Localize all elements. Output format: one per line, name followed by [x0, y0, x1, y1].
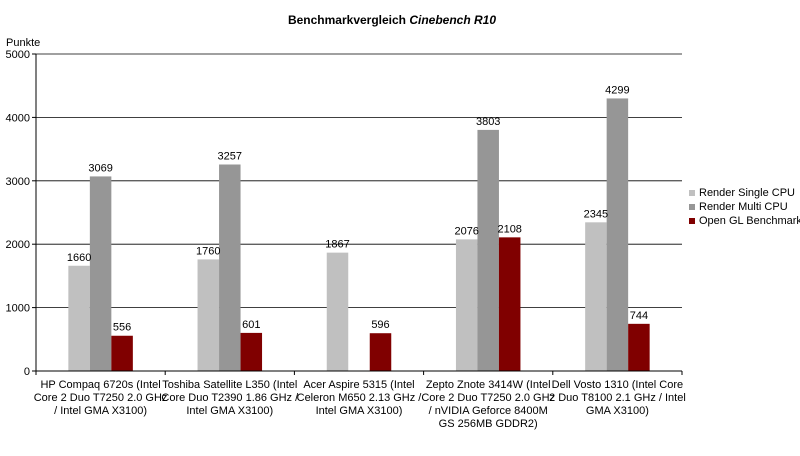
- bar: [197, 259, 220, 371]
- legend: Render Single CPU Render Multi CPU Open GL…: [689, 187, 800, 227]
- bar: [326, 252, 349, 371]
- legend-swatch: [689, 204, 695, 210]
- y-axis-label: Punkte: [6, 37, 40, 49]
- data-label: 1660: [67, 252, 91, 264]
- data-label: 3257: [218, 151, 242, 163]
- data-label: 4299: [605, 84, 629, 96]
- data-label: 1867: [325, 239, 349, 251]
- category-label: Dell Vosto 1310 (Intel Core 2 Duo T8100 2…: [549, 379, 686, 417]
- legend-swatch: [689, 218, 695, 224]
- y-tick-labels: 0 1000 2000 3000 4000 5000: [6, 49, 30, 378]
- data-label: 2076: [454, 225, 478, 237]
- bar: [585, 222, 607, 371]
- category-label-line: Intel GMA X3100): [186, 405, 273, 417]
- category-label-line: Intel GMA X3100): [316, 405, 403, 417]
- data-label: 596: [371, 319, 389, 331]
- category-labels: HP Compaq 6720s (Intel Core 2 Duo T7250 2…: [34, 379, 686, 430]
- bar: [240, 332, 263, 371]
- y-tick-label: 2000: [6, 239, 30, 251]
- bar: [455, 239, 478, 371]
- data-label: 601: [242, 319, 260, 331]
- category-label-line: GMA X3100): [586, 405, 649, 417]
- bar: [498, 237, 521, 371]
- bar: [89, 176, 112, 371]
- category-label-line: Core 2 Duo T7250 2.0 GHz: [34, 392, 168, 404]
- bar: [219, 164, 241, 371]
- axes: [35, 54, 683, 375]
- category-label-line: Dell Vosto 1310 (Intel Core: [552, 379, 683, 391]
- category-label-line: Core 2 Duo T7250 2.0 GHz: [421, 392, 555, 404]
- legend-swatch: [689, 190, 695, 196]
- category-label: Acer Aspire 5315 (Intel Celeron M650 2.13…: [297, 379, 423, 417]
- y-tick-label: 1000: [6, 303, 30, 315]
- category-label-line: GS 256MB GDDR2): [439, 418, 538, 430]
- category-label-line: / Intel GMA X3100): [54, 405, 147, 417]
- y-tick-label: 0: [24, 366, 30, 378]
- bar: [477, 129, 499, 371]
- data-label: 2345: [584, 208, 608, 220]
- data-label: 556: [113, 322, 131, 334]
- bar: [628, 323, 650, 371]
- y-tick-label: 3000: [6, 176, 30, 188]
- y-tick-label: 5000: [6, 49, 30, 61]
- category-label: HP Compaq 6720s (Intel Core 2 Duo T7250 2…: [34, 379, 168, 417]
- chart-title-emphasis: Cinebench R10: [409, 13, 496, 27]
- bar: [606, 98, 629, 372]
- category-label-line: Toshiba Satellite L350 (Intel: [162, 379, 297, 391]
- category-label-line: Acer Aspire 5315 (Intel: [303, 379, 414, 391]
- category-label-line: Celeron M650 2.13 GHz /: [297, 392, 423, 404]
- category-label-line: 2 Duo T8100 2.1 GHz / Intel: [549, 392, 686, 404]
- data-label: 744: [630, 310, 648, 322]
- data-label: 3803: [476, 116, 500, 128]
- category-label-line: Core Duo T2390 1.86 GHz /: [161, 392, 299, 404]
- chart-title-prefix: Benchmarkvergleich: [288, 13, 409, 27]
- bar: [68, 265, 90, 371]
- category-label: Toshiba Satellite L350 (Intel Core Duo T2…: [161, 379, 299, 417]
- legend-label: Open GL Benchmark: [699, 215, 800, 227]
- gridlines: [32, 53, 682, 372]
- bar: [369, 333, 392, 371]
- data-label: 3069: [88, 162, 112, 174]
- data-label: 2108: [497, 223, 521, 235]
- chart-title: Benchmarkvergleich Cinebench R10: [288, 13, 496, 27]
- legend-label: Render Single CPU: [699, 187, 795, 199]
- category-label-line: HP Compaq 6720s (Intel: [40, 379, 160, 391]
- bars: [68, 98, 650, 372]
- data-labels: 1660 3069 556 1760 3257 601 1867 596 2076 3803 210…: [67, 84, 648, 333]
- bar: [111, 335, 133, 371]
- data-label: 1760: [196, 245, 220, 257]
- category-label-line: Zepto Znote 3414W (Intel: [426, 379, 551, 391]
- category-label: Zepto Znote 3414W (Intel Core 2 Duo T7250…: [421, 379, 555, 430]
- category-label-line: / nVIDIA Geforce 8400M: [429, 405, 548, 417]
- legend-label: Render Multi CPU: [699, 201, 788, 213]
- y-tick-label: 4000: [6, 112, 30, 124]
